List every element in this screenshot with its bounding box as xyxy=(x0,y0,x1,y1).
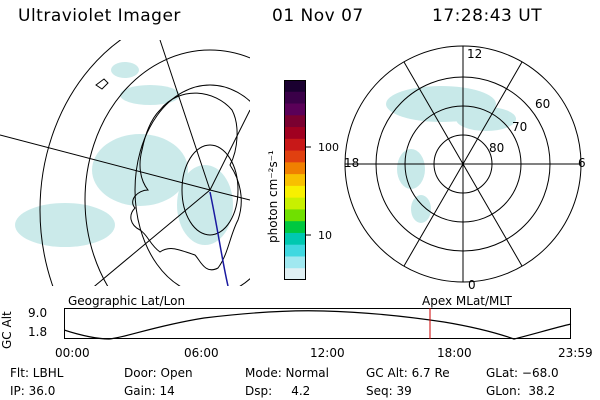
altitude-plot xyxy=(64,308,572,340)
altitude-ytick-high: 9.0 xyxy=(28,306,48,320)
lat-label-70: 70 xyxy=(512,120,528,134)
antarctica-outline xyxy=(130,92,242,271)
colorbar-band xyxy=(284,103,306,116)
lat-label-60: 60 xyxy=(535,97,551,111)
altitude-ylabel: GC Alt xyxy=(0,311,14,349)
info-glon: GLon: 38.2 xyxy=(486,384,556,398)
colorbar-band xyxy=(284,91,306,105)
mlt-label-6: 6 xyxy=(578,156,586,170)
polar-mlt-plot xyxy=(344,45,582,283)
lat-label-80: 80 xyxy=(489,141,505,155)
colorbar-band xyxy=(284,138,306,152)
lat-lon-grid xyxy=(0,40,250,286)
xtick-0000: 00:00 xyxy=(55,346,90,360)
colorbar-unit-label: photon cm⁻²s⁻¹ xyxy=(266,150,280,243)
satellite-track xyxy=(209,191,229,286)
altitude-curve xyxy=(64,310,572,340)
xtick-2359: 23:59 xyxy=(558,346,593,360)
geographic-label: Geographic Lat/Lon xyxy=(68,294,186,308)
info-glat: GLat: −68.0 xyxy=(486,366,559,380)
xtick-1800: 18:00 xyxy=(437,346,472,360)
colorbar-band xyxy=(284,244,306,257)
colorbar-band xyxy=(284,115,306,128)
polar-aurora-emission xyxy=(386,86,516,223)
colorbar-band xyxy=(284,174,306,187)
info-door: Door: Open xyxy=(124,366,193,380)
time: 17:28:43 UT xyxy=(432,6,543,26)
info-mode: Mode: Normal xyxy=(245,366,329,380)
colorbar-band xyxy=(284,209,306,222)
mlt-label-18: 18 xyxy=(344,156,360,170)
info-gcalt: GC Alt: 6.7 Re xyxy=(366,366,450,380)
info-flt: Flt: LBHL xyxy=(10,366,64,380)
colorbar xyxy=(284,80,311,280)
geographic-map xyxy=(0,40,250,286)
polar-grid xyxy=(344,45,582,283)
aurora-emission xyxy=(15,62,233,247)
mlt-label-0: 0 xyxy=(468,278,476,292)
colorbar-tick-10: 10 xyxy=(318,229,332,242)
colorbar-tick-100: 100 xyxy=(318,141,339,154)
xtick-0600: 06:00 xyxy=(184,346,219,360)
info-seq: Seq: 39 xyxy=(366,384,412,398)
title: Ultraviolet Imager xyxy=(18,6,181,26)
colorbar-band xyxy=(284,127,306,140)
colorbar-band xyxy=(284,221,306,234)
altitude-ytick-low: 1.8 xyxy=(28,325,48,339)
info-gain: Gain: 14 xyxy=(124,384,175,398)
xtick-1200: 12:00 xyxy=(310,346,345,360)
colorbar-band xyxy=(284,162,306,175)
apex-label: Apex MLat/MLT xyxy=(422,294,512,308)
colorbar-band xyxy=(284,197,306,210)
colorbar-band xyxy=(284,150,306,163)
info-ip: IP: 36.0 xyxy=(10,384,56,398)
colorbar-band xyxy=(284,232,306,246)
date: 01 Nov 07 xyxy=(272,6,364,26)
info-dsp: Dsp: 4.2 xyxy=(245,384,311,398)
colorbar-band xyxy=(284,185,306,199)
mlt-label-12: 12 xyxy=(467,47,483,61)
colorbar-band xyxy=(284,80,306,93)
colorbar-band xyxy=(284,268,306,280)
colorbar-band xyxy=(284,256,306,269)
